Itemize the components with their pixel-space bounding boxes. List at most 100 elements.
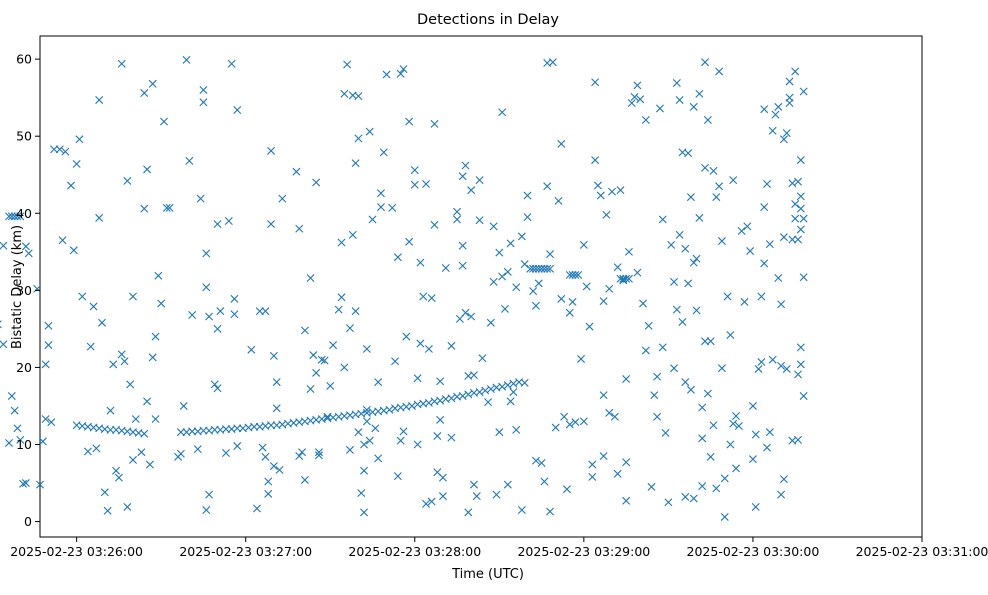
- detection-marker: [193, 445, 202, 454]
- y-tick-label: 50: [16, 129, 32, 144]
- detection-marker: [422, 499, 431, 508]
- detection-marker: [498, 272, 507, 281]
- detection-marker: [712, 193, 721, 202]
- detection-marker: [740, 297, 749, 306]
- detection-marker: [495, 248, 504, 257]
- detection-marker: [433, 432, 442, 441]
- detection-marker: [0, 241, 8, 250]
- detection-marker: [123, 502, 132, 511]
- detection-marker: [492, 490, 501, 499]
- detection-marker: [706, 337, 715, 346]
- detection-marker: [258, 443, 267, 452]
- detection-marker: [441, 264, 450, 272]
- detection-marker: [21, 242, 30, 251]
- detection-marker: [500, 304, 509, 313]
- detection-marker: [436, 377, 445, 386]
- detection-marker: [495, 428, 504, 437]
- detection-marker: [424, 344, 433, 353]
- detection-marker: [221, 425, 230, 434]
- detection-marker: [543, 264, 552, 273]
- detection-marker: [636, 95, 645, 104]
- detection-marker: [774, 102, 783, 111]
- detection-marker: [337, 293, 346, 302]
- detection-marker: [413, 440, 422, 449]
- detection-marker: [478, 354, 487, 363]
- detection-marker: [774, 274, 783, 283]
- detection-marker: [467, 312, 476, 321]
- detection-marker: [368, 215, 377, 224]
- detection-marker: [41, 360, 50, 369]
- detection-marker: [546, 264, 555, 273]
- detection-marker: [678, 317, 687, 326]
- detection-marker: [261, 307, 270, 316]
- detection-marker: [416, 258, 425, 267]
- detection-marker: [205, 312, 214, 321]
- detection-marker: [312, 368, 321, 377]
- detection-marker: [106, 406, 115, 415]
- detection-marker: [794, 235, 803, 244]
- detection-marker: [568, 297, 577, 306]
- detection-marker: [16, 212, 25, 221]
- detection-marker: [715, 67, 724, 76]
- detection-marker: [554, 196, 563, 205]
- detection-marker: [50, 145, 59, 154]
- detection-marker: [44, 341, 53, 350]
- detection-marker: [551, 423, 560, 432]
- detection-marker: [267, 220, 276, 229]
- detection-marker: [255, 307, 264, 316]
- detection-marker: [565, 308, 574, 317]
- detection-marker: [419, 292, 428, 301]
- detection-marker: [5, 438, 13, 447]
- detection-marker: [782, 364, 791, 373]
- detection-marker: [737, 227, 746, 235]
- detection-marker: [143, 397, 152, 406]
- detection-marker: [114, 473, 123, 482]
- detection-marker: [712, 484, 721, 493]
- detection-marker: [86, 342, 95, 351]
- detection-marker: [7, 212, 16, 221]
- detection-marker: [199, 98, 208, 107]
- detection-marker: [340, 89, 349, 98]
- detection-marker: [540, 477, 549, 486]
- x-axis-label: Time (UTC): [451, 567, 524, 582]
- detection-marker: [137, 448, 146, 457]
- detection-marker: [75, 135, 84, 144]
- detection-marker: [269, 351, 278, 360]
- y-axis-label: Bistatic Delay (km): [10, 225, 25, 349]
- detection-marker: [72, 159, 81, 168]
- detection-marker: [396, 436, 405, 445]
- detection-marker: [661, 428, 670, 437]
- detection-marker: [771, 110, 780, 119]
- detection-marker: [757, 292, 766, 301]
- detection-marker: [672, 305, 681, 314]
- detection-marker: [689, 102, 698, 111]
- detection-marker: [681, 244, 690, 253]
- detection-marker: [701, 337, 710, 346]
- detection-marker: [78, 292, 87, 301]
- detection-marker: [777, 300, 786, 309]
- detection-marker: [227, 59, 236, 68]
- detection-marker: [684, 149, 693, 158]
- detection-marker: [644, 321, 653, 330]
- detection-marker: [145, 460, 154, 469]
- detection-marker: [616, 186, 625, 195]
- detection-marker: [498, 108, 507, 117]
- detection-marker: [506, 239, 515, 248]
- detection-marker: [379, 148, 388, 157]
- detection-marker: [574, 270, 583, 279]
- detection-marker: [317, 355, 326, 364]
- detection-marker: [653, 372, 662, 381]
- detection-marker: [461, 308, 470, 317]
- detection-marker: [523, 191, 532, 200]
- detection-marker: [205, 490, 214, 499]
- detection-marker: [413, 374, 422, 383]
- detection-marker: [365, 436, 374, 445]
- detection-marker: [399, 427, 408, 436]
- detection-marker: [21, 479, 30, 488]
- detection-marker: [393, 253, 402, 262]
- detection-marker: [314, 451, 323, 460]
- detection-marker: [112, 466, 121, 475]
- detection-marker: [777, 361, 786, 370]
